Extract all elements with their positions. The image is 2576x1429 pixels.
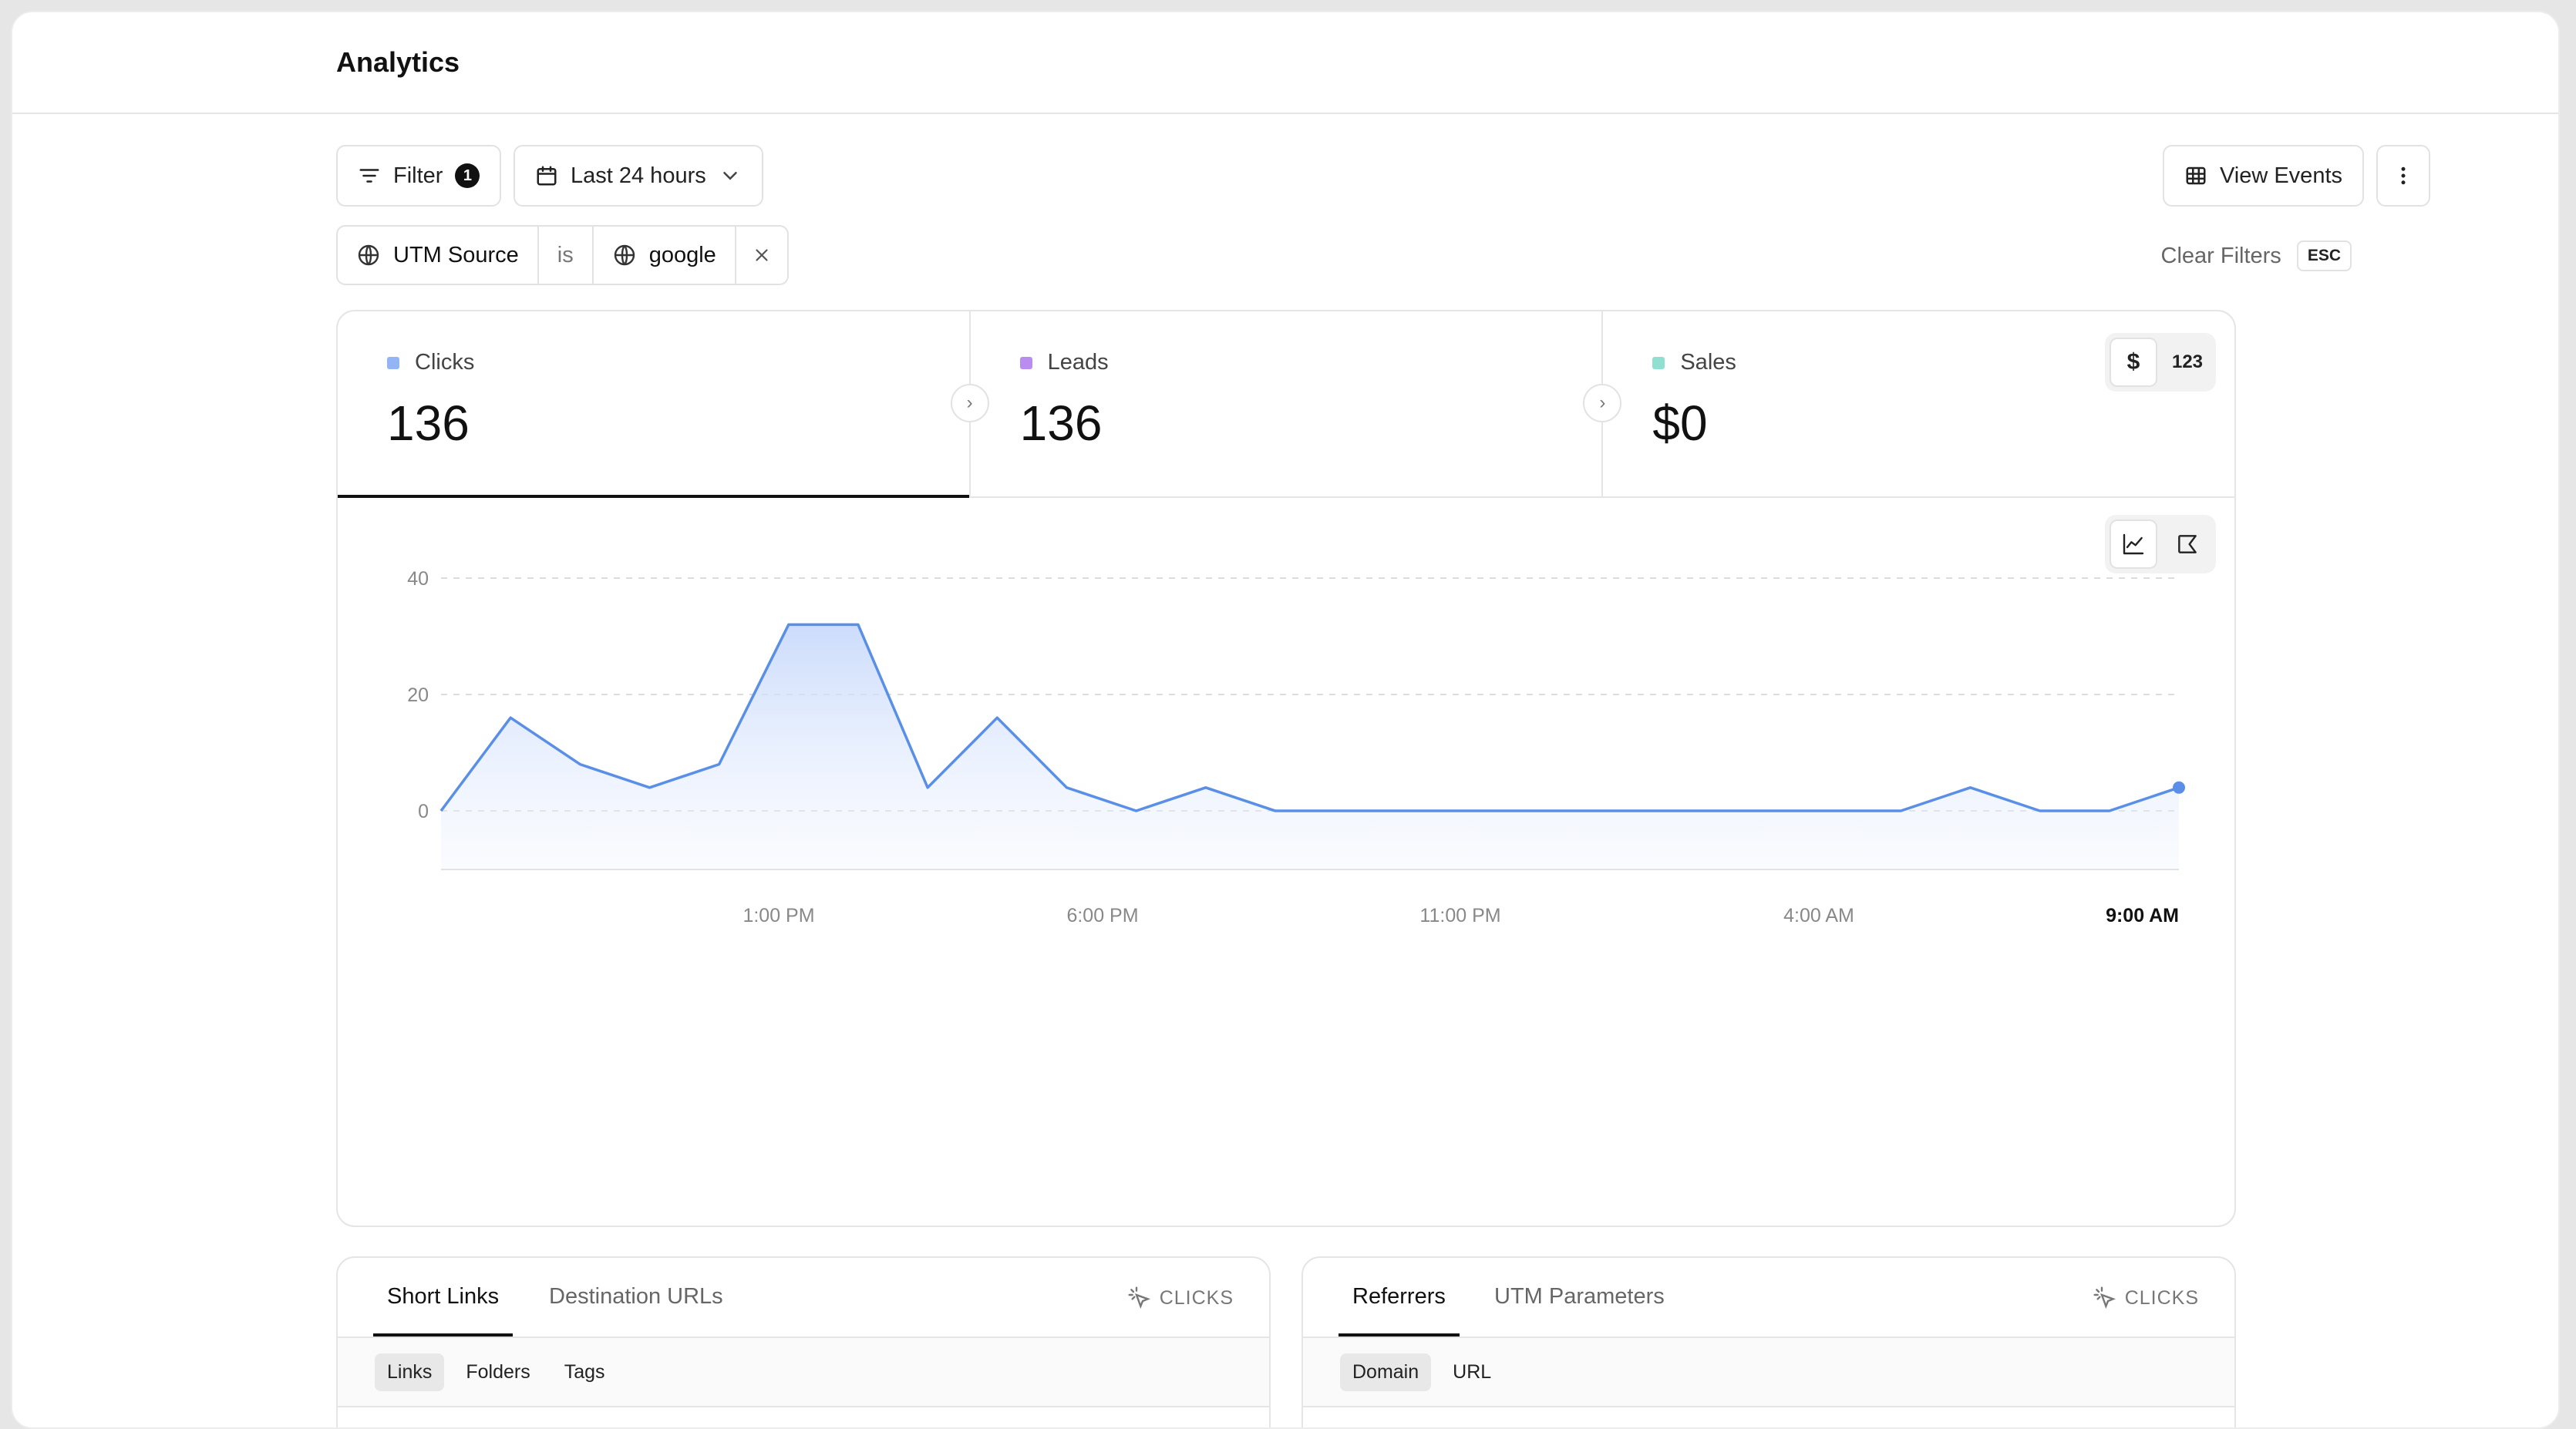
funnel-icon [2178, 535, 2197, 553]
y-tick-label: 40 [407, 568, 429, 590]
calendar-icon [537, 166, 557, 186]
table-icon [2186, 166, 2206, 185]
x-tick-label: 1:00 PM [742, 905, 814, 926]
filter-operator[interactable]: is [539, 227, 594, 284]
clicks-text: CLICKS [1159, 1286, 1234, 1309]
view-events-button[interactable]: View Events [2162, 145, 2364, 207]
count-toggle[interactable]: 123 [2171, 351, 2204, 372]
metric-label: Clicks [387, 350, 474, 375]
tab-short-links[interactable]: Short Links [372, 1284, 514, 1337]
referrers-panel: Referrers UTM Parameters CLICKS Domain U… [1301, 1256, 2236, 1427]
x-tick-label: 11:00 PM [1419, 905, 1500, 926]
clear-filters[interactable]: Clear Filters ESC [2161, 240, 2352, 271]
subtab-url[interactable]: URL [1453, 1360, 1492, 1383]
filter-label: Filter [393, 163, 443, 188]
area-fill [441, 624, 2179, 869]
metric-sales-label: Sales [1680, 350, 1736, 375]
date-range-picker[interactable]: Last 24 hours [514, 145, 763, 207]
subtab-tags[interactable]: Tags [564, 1360, 605, 1383]
clear-filters-label: Clear Filters [2160, 243, 2281, 268]
clicks-text: CLICKS [2124, 1286, 2199, 1309]
series-color-dot [1019, 356, 1032, 369]
series-color-dot [387, 356, 399, 369]
filter-value[interactable]: google [594, 227, 736, 284]
metric-label: Sales [1652, 350, 1736, 375]
filter-field[interactable]: UTM Source [338, 227, 539, 284]
date-range-label: Last 24 hours [571, 163, 706, 188]
clicks-metric-label: CLICKS [2093, 1286, 2199, 1310]
x-tick-label: 4:00 AM [1783, 905, 1854, 926]
tab-utm-parameters[interactable]: UTM Parameters [1494, 1284, 1665, 1309]
view-events-label: View Events [2219, 163, 2342, 188]
more-vertical-icon [2401, 166, 2406, 185]
metric-tabs: Clicks 136 › Leads 136 › Sales $0 [338, 311, 2234, 498]
tab-referrers[interactable]: Referrers [1339, 1284, 1460, 1337]
subtab-links[interactable]: Links [375, 1353, 445, 1391]
cursor-click-icon [2093, 1286, 2116, 1310]
subtab-domain[interactable]: Domain [1340, 1353, 1432, 1391]
chevron-down-icon [722, 172, 737, 180]
referrers-subtabs: Domain URL [1303, 1338, 2234, 1407]
metric-label: Leads [1019, 350, 1109, 375]
chevron-right-icon: › [950, 384, 989, 422]
referrers-panel-tabs: Referrers UTM Parameters CLICKS [1303, 1258, 2234, 1338]
last-point-marker [2173, 781, 2185, 794]
metric-clicks-label: Clicks [415, 350, 475, 375]
links-panel-tabs: Short Links Destination URLs CLICKS [338, 1258, 1269, 1338]
subtab-folders[interactable]: Folders [466, 1360, 530, 1383]
line-chart-icon [2123, 533, 2144, 555]
close-icon [756, 249, 768, 261]
y-tick-label: 0 [418, 801, 429, 822]
series-line [439, 623, 2180, 812]
metric-leads-label: Leads [1047, 350, 1109, 375]
globe-icon [358, 244, 379, 266]
filter-icon [359, 169, 379, 183]
esc-shortcut: ESC [2296, 240, 2352, 271]
currency-toggle[interactable]: $ [2110, 338, 2158, 387]
filter-button[interactable]: Filter 1 [336, 145, 502, 207]
series-color-dot [1652, 356, 1665, 369]
funnel-chart-toggle[interactable] [2164, 519, 2211, 569]
links-subtabs: Links Folders Tags [338, 1338, 1269, 1407]
sales-unit-toggle: $ 123 [2105, 333, 2217, 392]
analytics-card: Clicks 136 › Leads 136 › Sales $0 [336, 310, 2236, 1227]
filter-field-label: UTM Source [393, 242, 519, 267]
filter-count-badge: 1 [455, 163, 480, 188]
metric-tab-sales[interactable]: Sales $0 $ 123 [1603, 311, 2234, 496]
filter-value-label: google [648, 242, 716, 267]
more-options-button[interactable] [2376, 145, 2430, 207]
cursor-click-icon [1128, 1286, 1150, 1310]
top-bar: Analytics [12, 12, 2558, 114]
app-window: Analytics Filter 1 Last 24 hours View Ev… [11, 11, 2560, 1429]
globe-icon [614, 244, 635, 266]
links-panel: Short Links Destination URLs CLICKS Link… [336, 1256, 1271, 1427]
x-tick-label: 6:00 PM [1066, 905, 1138, 926]
chart-type-toggle [2105, 515, 2216, 573]
metric-tab-leads[interactable]: Leads 136 › [971, 311, 1622, 496]
metric-leads-value: 136 [1019, 395, 1103, 451]
active-filter-chip: UTM Source is google [336, 225, 789, 285]
remove-filter-button[interactable] [736, 227, 787, 284]
clicks-area-chart: 0 20 40 1:00 PM 6:00 PM 11:00 PM 4:00 AM 9:00 A… [407, 568, 2185, 926]
line-chart-toggle[interactable] [2110, 519, 2157, 569]
tab-destination-urls[interactable]: Destination URLs [549, 1284, 723, 1309]
metric-tab-clicks[interactable]: Clicks 136 › [338, 311, 989, 498]
metric-clicks-value: 136 [387, 395, 470, 451]
metric-sales-value: $0 [1652, 395, 1708, 451]
x-tick-label: 9:00 AM [2106, 905, 2179, 926]
clicks-metric-label: CLICKS [1127, 1286, 1234, 1310]
y-tick-label: 20 [407, 684, 429, 706]
chevron-right-icon: › [1583, 384, 1622, 422]
page-title: Analytics [336, 46, 460, 78]
